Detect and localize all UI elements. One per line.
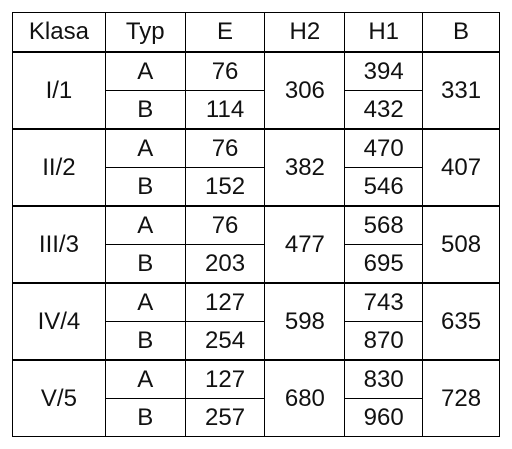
typ-cell: A xyxy=(104,205,186,245)
e-cell: 203 xyxy=(184,244,266,284)
klasa-cell: II/2 xyxy=(12,128,106,207)
typ-cell: B xyxy=(104,244,186,284)
typ-cell: B xyxy=(104,167,186,207)
e-cell: 152 xyxy=(184,167,266,207)
b-cell: 728 xyxy=(422,359,500,437)
klasa-cell: III/3 xyxy=(12,205,106,284)
e-cell: 254 xyxy=(184,321,266,361)
typ-cell: A xyxy=(104,359,186,399)
table-body: Klasa Typ E H2 H1 B I/1 A 76 306 394 331 B 114 432 II/2… xyxy=(12,12,500,437)
typ-cell: B xyxy=(104,321,186,361)
header-cell: Klasa xyxy=(12,12,106,53)
h1-cell: 432 xyxy=(344,90,424,130)
e-cell: 127 xyxy=(184,282,266,322)
header-cell: B xyxy=(422,12,500,53)
h1-cell: 695 xyxy=(344,244,424,284)
h1-cell: 830 xyxy=(344,359,424,399)
table-row: III/3 A 76 477 568 508 xyxy=(12,205,500,284)
typ-cell: B xyxy=(104,398,186,437)
h2-cell: 598 xyxy=(264,282,346,361)
data-table: Klasa Typ E H2 H1 B I/1 A 76 306 394 331 B 114 432 II/2… xyxy=(12,12,500,437)
table-row: V/5 A 127 680 830 728 xyxy=(12,359,500,437)
h2-cell: 680 xyxy=(264,359,346,437)
table-row: IV/4 A 127 598 743 635 xyxy=(12,282,500,361)
h2-cell: 477 xyxy=(264,205,346,284)
e-cell: 257 xyxy=(184,398,266,437)
table-row: B 114 432 xyxy=(13,90,500,130)
b-cell: 635 xyxy=(422,282,500,361)
table-row: B 152 546 xyxy=(13,167,500,207)
klasa-cell: V/5 xyxy=(12,359,106,437)
klasa-cell: IV/4 xyxy=(12,282,106,361)
h2-cell: 306 xyxy=(264,51,346,130)
b-cell: 407 xyxy=(422,128,500,207)
header-cell: H1 xyxy=(344,12,424,53)
b-cell: 508 xyxy=(422,205,500,284)
b-cell: 331 xyxy=(422,51,500,130)
e-cell: 114 xyxy=(184,90,266,130)
typ-cell: A xyxy=(104,128,186,168)
header-cell: E xyxy=(184,12,266,53)
table-row: B 203 695 xyxy=(13,244,500,284)
h1-cell: 960 xyxy=(344,398,424,437)
e-cell: 76 xyxy=(184,128,266,168)
h2-cell: 382 xyxy=(264,128,346,207)
header-cell: Typ xyxy=(104,12,186,53)
typ-cell: A xyxy=(104,51,186,91)
typ-cell: B xyxy=(104,90,186,130)
h1-cell: 470 xyxy=(344,128,424,168)
klasa-cell: I/1 xyxy=(12,51,106,130)
header-cell: H2 xyxy=(264,12,346,53)
e-cell: 76 xyxy=(184,51,266,91)
h1-cell: 394 xyxy=(344,51,424,91)
table-row: B 254 870 xyxy=(13,321,500,361)
h1-cell: 546 xyxy=(344,167,424,207)
e-cell: 127 xyxy=(184,359,266,399)
table-row: Klasa Typ E H2 H1 B xyxy=(12,12,500,53)
h1-cell: 870 xyxy=(344,321,424,361)
e-cell: 76 xyxy=(184,205,266,245)
table-row: B 257 960 xyxy=(13,398,500,437)
h1-cell: 743 xyxy=(344,282,424,322)
table-row: II/2 A 76 382 470 407 xyxy=(12,128,500,207)
typ-cell: A xyxy=(104,282,186,322)
h1-cell: 568 xyxy=(344,205,424,245)
table-row: I/1 A 76 306 394 331 xyxy=(12,51,500,130)
